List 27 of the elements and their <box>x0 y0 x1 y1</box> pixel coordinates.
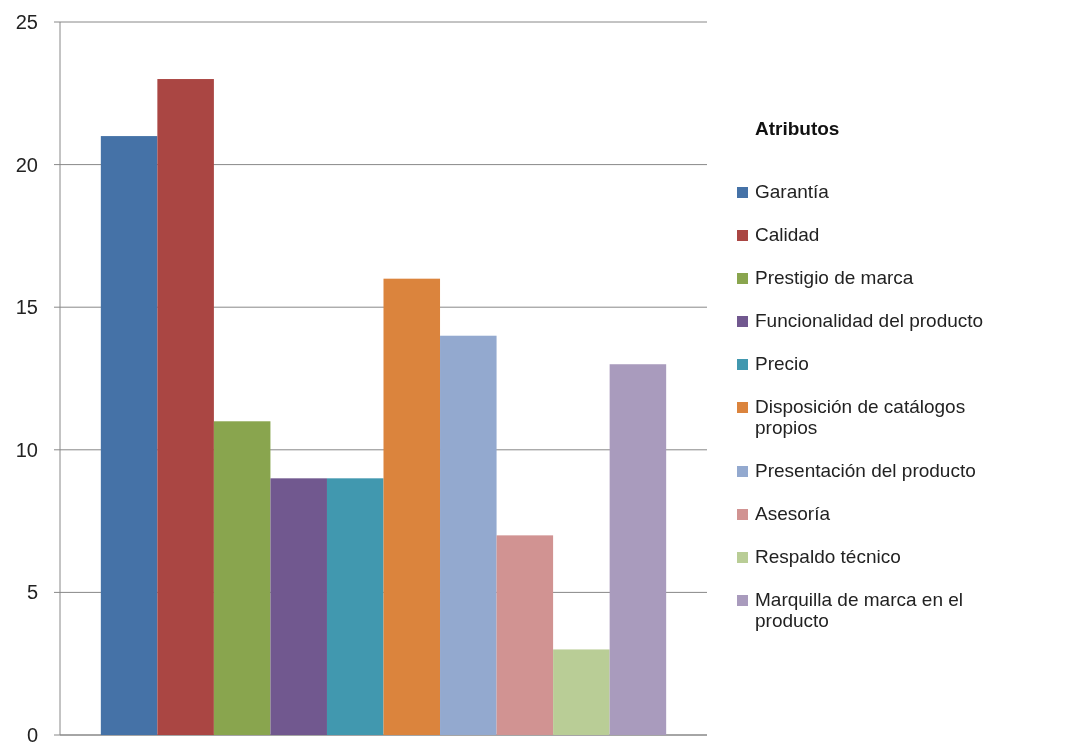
bar <box>496 535 554 735</box>
legend-label: Marquilla de marca en el producto <box>755 589 964 631</box>
bar <box>609 364 667 735</box>
bar <box>157 79 214 735</box>
bar <box>440 335 497 735</box>
legend-label: Prestigio de marca <box>755 267 914 288</box>
y-tick-label: 20 <box>15 153 38 176</box>
bar <box>553 649 610 735</box>
bar <box>100 136 158 735</box>
y-tick-label: 25 <box>15 11 38 33</box>
legend-label: Respaldo técnico <box>755 546 901 567</box>
legend-label: Calidad <box>755 224 820 245</box>
legend-label: Asesoría <box>755 503 831 524</box>
legend-label: Funcionalidad del producto <box>755 310 984 331</box>
y-tick-label: 5 <box>26 581 38 604</box>
legend-label: Disposición de catálogos propios <box>755 396 966 438</box>
bar <box>213 421 271 735</box>
y-tick-label: 15 <box>15 296 38 319</box>
y-tick-label: 10 <box>15 438 38 461</box>
legend-label: Garantía <box>755 181 830 202</box>
legend-label: Precio <box>755 353 809 374</box>
y-tick-label: 0 <box>26 724 38 742</box>
bar <box>270 478 327 735</box>
bar <box>383 278 441 735</box>
legend-title: Atributos <box>755 118 840 139</box>
bar <box>326 478 384 735</box>
legend-label: Presentación del producto <box>755 460 976 481</box>
